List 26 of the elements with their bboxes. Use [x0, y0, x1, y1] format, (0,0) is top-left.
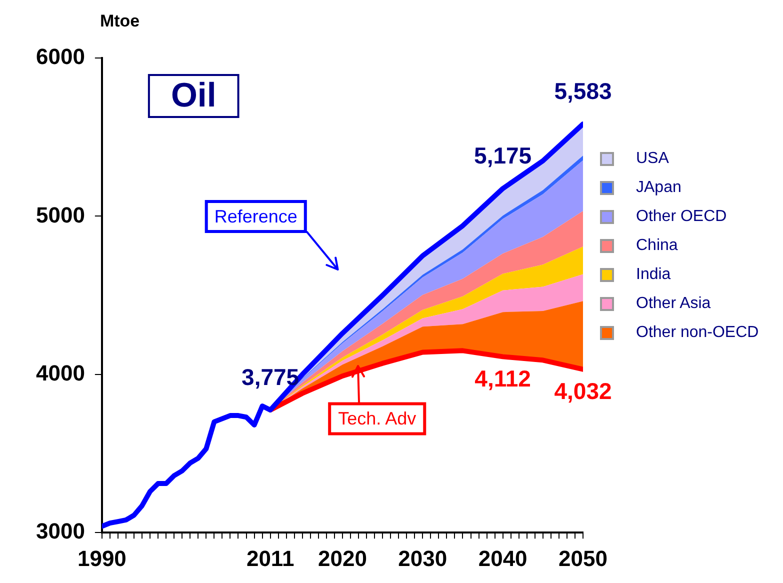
data-label: 4,112	[474, 366, 531, 392]
x-tick-label: 2020	[318, 546, 367, 571]
data-label: 4,032	[554, 378, 612, 404]
text: Oil	[170, 76, 216, 114]
x-tick-label: 2040	[478, 546, 528, 571]
legend-label: India	[636, 264, 671, 284]
x-tick-label: 2011	[246, 546, 294, 571]
legend-label: Other Asia	[636, 294, 711, 314]
series-label: Tech. Adv	[338, 408, 416, 429]
x-tick-label: 1990	[77, 546, 126, 571]
legend-label: Other non-OECD	[636, 322, 759, 342]
legend-label: JApan	[636, 178, 682, 198]
legend-label: USA	[636, 148, 669, 168]
data-label: 5,175	[474, 142, 532, 168]
x-tick-label: 2050	[558, 546, 608, 571]
data-label: 3,775	[242, 364, 300, 390]
y-tick-label: 5000	[36, 202, 85, 228]
y-tick-label: 6000	[36, 44, 85, 70]
y-tick-label: 4000	[36, 360, 85, 386]
y-axis-title: Mtoe	[100, 12, 140, 31]
text: Reference	[214, 206, 298, 226]
legend-label: China	[636, 236, 678, 256]
data-label: 5,583	[554, 78, 612, 104]
legend-label: Other OECD	[636, 206, 727, 226]
y-tick-label: 3000	[36, 518, 85, 544]
x-tick-label: 2030	[398, 546, 448, 571]
